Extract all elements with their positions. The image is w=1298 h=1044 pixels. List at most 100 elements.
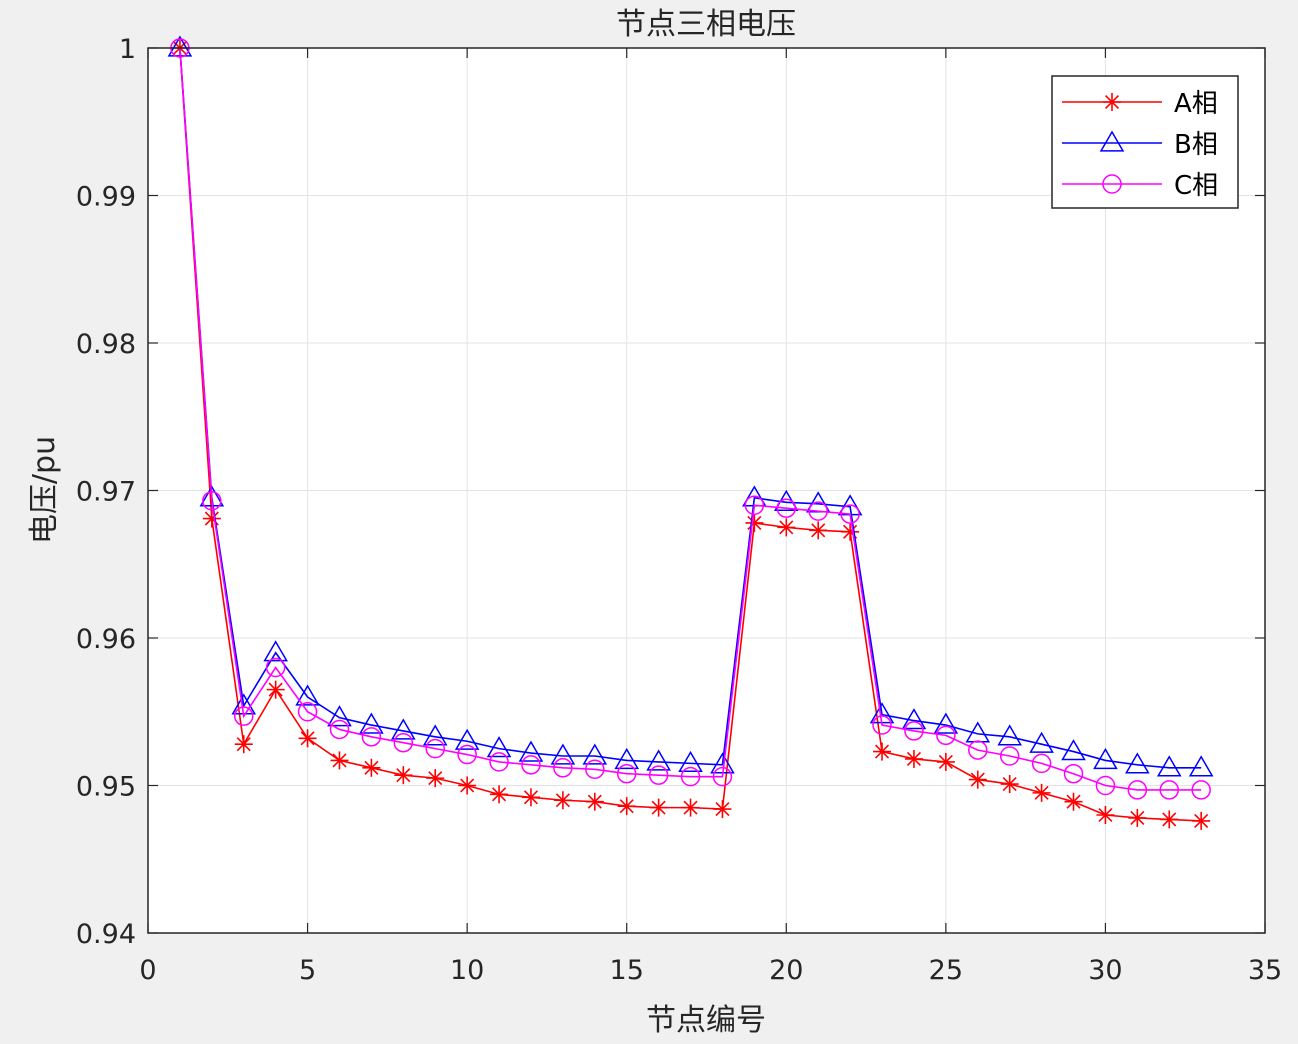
x-tick-label: 30 bbox=[1088, 955, 1122, 986]
data-point bbox=[1188, 755, 1214, 777]
data-point bbox=[1156, 755, 1182, 777]
data-point bbox=[616, 763, 637, 784]
data-point bbox=[1160, 810, 1179, 829]
legend-marker bbox=[1103, 93, 1121, 111]
x-axis-label: 节点编号 bbox=[646, 1003, 766, 1038]
data-point bbox=[489, 752, 509, 772]
data-point bbox=[233, 706, 254, 726]
x-tick-label: 35 bbox=[1248, 955, 1282, 986]
data-point bbox=[1159, 780, 1180, 800]
data-point bbox=[1127, 780, 1148, 800]
data-point bbox=[361, 727, 382, 747]
series-line bbox=[179, 47, 1202, 769]
data-point bbox=[745, 513, 764, 532]
data-point bbox=[298, 729, 317, 748]
series-3 bbox=[170, 38, 1211, 800]
legend-marker bbox=[1099, 130, 1125, 152]
data-point bbox=[649, 798, 668, 817]
data-point bbox=[680, 766, 701, 787]
data-point bbox=[999, 746, 1020, 766]
chart-title: 节点三相电压 bbox=[616, 7, 796, 42]
data-point bbox=[1096, 806, 1115, 824]
data-point bbox=[202, 491, 222, 511]
y-axis-label: 电压/pu bbox=[27, 436, 62, 544]
data-point bbox=[585, 759, 605, 780]
data-point bbox=[550, 743, 576, 765]
legend-entry: A相 bbox=[1062, 89, 1218, 119]
data-point bbox=[329, 719, 350, 740]
data-point bbox=[614, 747, 640, 770]
data-point bbox=[486, 736, 512, 758]
data-point bbox=[648, 765, 669, 785]
data-point bbox=[330, 751, 349, 770]
data-point bbox=[426, 769, 445, 788]
data-point bbox=[454, 728, 480, 750]
legend: A相 B相 C相 bbox=[1051, 75, 1239, 209]
y-tick-label: 1 bbox=[119, 34, 136, 65]
series-1 bbox=[170, 39, 1211, 830]
x-tick-label: 20 bbox=[769, 955, 803, 986]
data-point bbox=[327, 705, 352, 727]
y-tick-label: 0.97 bbox=[76, 477, 136, 508]
data-point bbox=[1125, 752, 1150, 774]
data-point bbox=[808, 501, 828, 521]
data-point bbox=[678, 750, 703, 773]
x-tick-label: 0 bbox=[139, 955, 156, 986]
data-point bbox=[394, 766, 413, 785]
data-point bbox=[521, 755, 541, 775]
y-tick-label: 0.94 bbox=[76, 919, 136, 950]
data-point bbox=[933, 712, 959, 734]
data-point bbox=[1029, 731, 1054, 753]
data-point bbox=[521, 788, 540, 807]
data-point bbox=[1064, 792, 1083, 811]
data-point bbox=[873, 742, 892, 761]
data-point bbox=[968, 770, 987, 789]
data-point bbox=[744, 495, 765, 515]
legend-label: B相 bbox=[1174, 130, 1218, 160]
data-point bbox=[901, 708, 927, 730]
data-point bbox=[295, 684, 320, 706]
data-point bbox=[265, 657, 286, 678]
data-point bbox=[681, 798, 700, 817]
series-line bbox=[179, 47, 1202, 791]
legend-entry: C相 bbox=[1062, 171, 1218, 201]
data-point bbox=[266, 680, 285, 699]
x-tick-label: 25 bbox=[929, 955, 963, 986]
data-point bbox=[1032, 783, 1051, 802]
data-point bbox=[391, 718, 416, 740]
data-point bbox=[393, 732, 414, 753]
series-lines bbox=[167, 35, 1214, 830]
data-point bbox=[297, 702, 318, 722]
legend-entry: B相 bbox=[1062, 130, 1218, 160]
data-point bbox=[1093, 747, 1118, 770]
data-point bbox=[553, 758, 573, 778]
data-point bbox=[809, 521, 828, 540]
data-point bbox=[1128, 808, 1147, 827]
data-point bbox=[997, 724, 1022, 746]
data-point bbox=[840, 504, 860, 524]
data-point bbox=[713, 800, 732, 819]
legend-marker bbox=[1102, 174, 1122, 194]
x-tick-label: 5 bbox=[299, 955, 316, 986]
data-point bbox=[1095, 775, 1116, 796]
data-point bbox=[263, 640, 288, 662]
data-point bbox=[359, 712, 384, 734]
data-point bbox=[234, 735, 253, 754]
data-point bbox=[904, 749, 923, 768]
y-tick-label: 0.99 bbox=[76, 182, 136, 213]
data-point bbox=[1191, 780, 1211, 800]
data-point bbox=[458, 776, 477, 795]
data-point bbox=[712, 766, 733, 787]
data-point bbox=[841, 522, 860, 541]
data-point bbox=[490, 785, 509, 804]
data-point bbox=[968, 740, 988, 760]
legend-box bbox=[1051, 75, 1239, 209]
data-point bbox=[518, 740, 544, 762]
data-point bbox=[1192, 811, 1211, 830]
data-point bbox=[776, 498, 797, 518]
data-point bbox=[936, 725, 956, 746]
y-tick-label: 0.95 bbox=[76, 772, 136, 803]
data-point bbox=[904, 721, 924, 741]
data-point bbox=[362, 758, 381, 777]
